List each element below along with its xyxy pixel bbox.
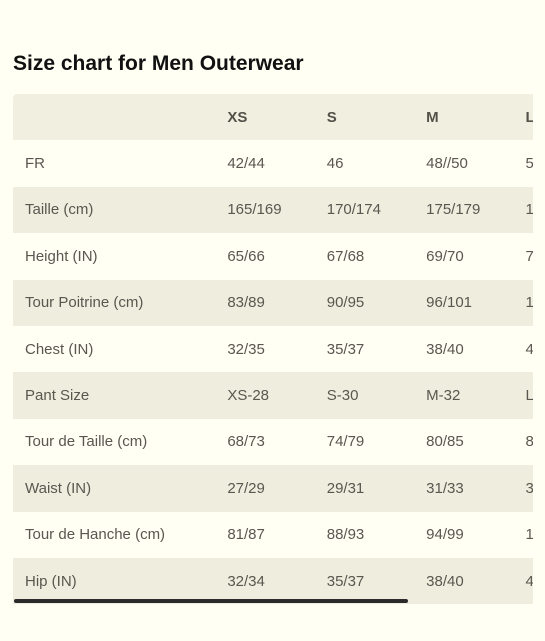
table-cell: 81/87 <box>227 526 265 544</box>
table-cell: 38/40 <box>426 340 464 358</box>
table-cell: 80/85 <box>426 433 464 451</box>
table-cell: 46 <box>326 155 344 173</box>
header-size-xs: XS <box>215 94 315 141</box>
table-row: Tour de Hanche (cm) 81/87 88/93 94/99 10… <box>13 512 533 558</box>
table-cell: 74/79 <box>326 433 365 451</box>
table-row: FR 42/44 46 48//50 52 <box>13 140 533 186</box>
page-title: Size chart for Men Outerwear <box>13 52 304 75</box>
table-cell: 86/91 <box>525 433 533 451</box>
table-cell: 102/107 <box>513 279 533 326</box>
table-row: Height (IN) 65/66 67/68 69/70 71/72 <box>13 233 533 279</box>
table-cell: 96/101 <box>414 279 514 326</box>
table-row: Pant Size XS-28 S-30 M-32 L-34 <box>13 372 533 419</box>
row-label: Height (IN) <box>25 247 98 265</box>
table-cell: 40/42 <box>525 340 533 358</box>
table-cell: 42/44 <box>513 557 533 604</box>
horizontal-scrollbar[interactable] <box>14 599 408 603</box>
table-cell: 32/35 <box>227 340 265 358</box>
table-cell: 170/174 <box>314 186 415 234</box>
table-cell: 71/72 <box>525 247 533 265</box>
table-row: Tour de Taille (cm) 68/73 74/79 80/85 86… <box>13 419 533 465</box>
table-cell: L-34 <box>513 372 533 419</box>
table-cell: 67/68 <box>326 247 365 265</box>
table-cell: 34/36 <box>513 465 533 512</box>
table-cell: 90/95 <box>314 279 415 326</box>
size-chart-table: XS S M L FR 42/44 46 48//50 52 Taille (c… <box>13 94 533 604</box>
header-size-l: L <box>513 94 533 141</box>
table-cell: 32/34 <box>215 557 315 604</box>
table-cell: 69/70 <box>426 247 464 265</box>
table-cell: M-32 <box>414 372 514 419</box>
table-cell: 35/37 <box>326 340 365 358</box>
row-label: Pant Size <box>13 372 216 419</box>
table-row: Tour Poitrine (cm) 83/89 90/95 96/101 10… <box>13 279 533 326</box>
table-row: Taille (cm) 165/169 170/174 175/179 180/… <box>13 186 533 234</box>
table-cell: 94/99 <box>426 526 464 544</box>
table-cell: 48//50 <box>426 155 468 173</box>
table-cell: 180/184 <box>513 186 533 234</box>
row-label: Hip (IN) <box>13 557 216 604</box>
table-cell: 68/73 <box>227 433 265 451</box>
table-row: Hip (IN) 32/34 35/37 38/40 42/44 <box>13 557 533 604</box>
table-row: Chest (IN) 32/35 35/37 38/40 40/42 <box>13 326 533 372</box>
table-header-row: XS S M L <box>13 94 533 141</box>
table-cell: S-30 <box>314 372 415 419</box>
size-table-scroll-area[interactable]: XS S M L FR 42/44 46 48//50 52 Taille (c… <box>13 94 533 604</box>
header-size-s: S <box>314 94 415 141</box>
table-cell: 29/31 <box>314 465 415 512</box>
row-label: Tour de Taille (cm) <box>25 433 148 451</box>
table-cell: 38/40 <box>414 557 514 604</box>
header-empty-cell <box>13 94 216 141</box>
table-cell: 42/44 <box>227 155 265 173</box>
row-label: Waist (IN) <box>13 465 216 512</box>
table-cell: 31/33 <box>414 465 514 512</box>
row-label: Tour de Hanche (cm) <box>25 526 166 544</box>
table-cell: 88/93 <box>326 526 365 544</box>
table-cell: 27/29 <box>215 465 315 512</box>
table-cell: 83/89 <box>215 279 315 326</box>
table-row: Waist (IN) 27/29 29/31 31/33 34/36 <box>13 465 533 512</box>
table-cell: 175/179 <box>414 186 514 234</box>
table-cell: XS-28 <box>215 372 315 419</box>
table-cell: 165/169 <box>215 186 315 234</box>
table-cell: 35/37 <box>314 557 415 604</box>
row-label: Taille (cm) <box>13 186 216 234</box>
table-cell: 65/66 <box>227 247 265 265</box>
row-label: Chest (IN) <box>25 340 94 358</box>
table-cell: 52 <box>525 155 533 173</box>
row-label: FR <box>25 155 45 173</box>
row-label: Tour Poitrine (cm) <box>13 279 216 326</box>
header-size-m: M <box>414 94 514 141</box>
table-cell: 100/105 <box>525 526 533 544</box>
